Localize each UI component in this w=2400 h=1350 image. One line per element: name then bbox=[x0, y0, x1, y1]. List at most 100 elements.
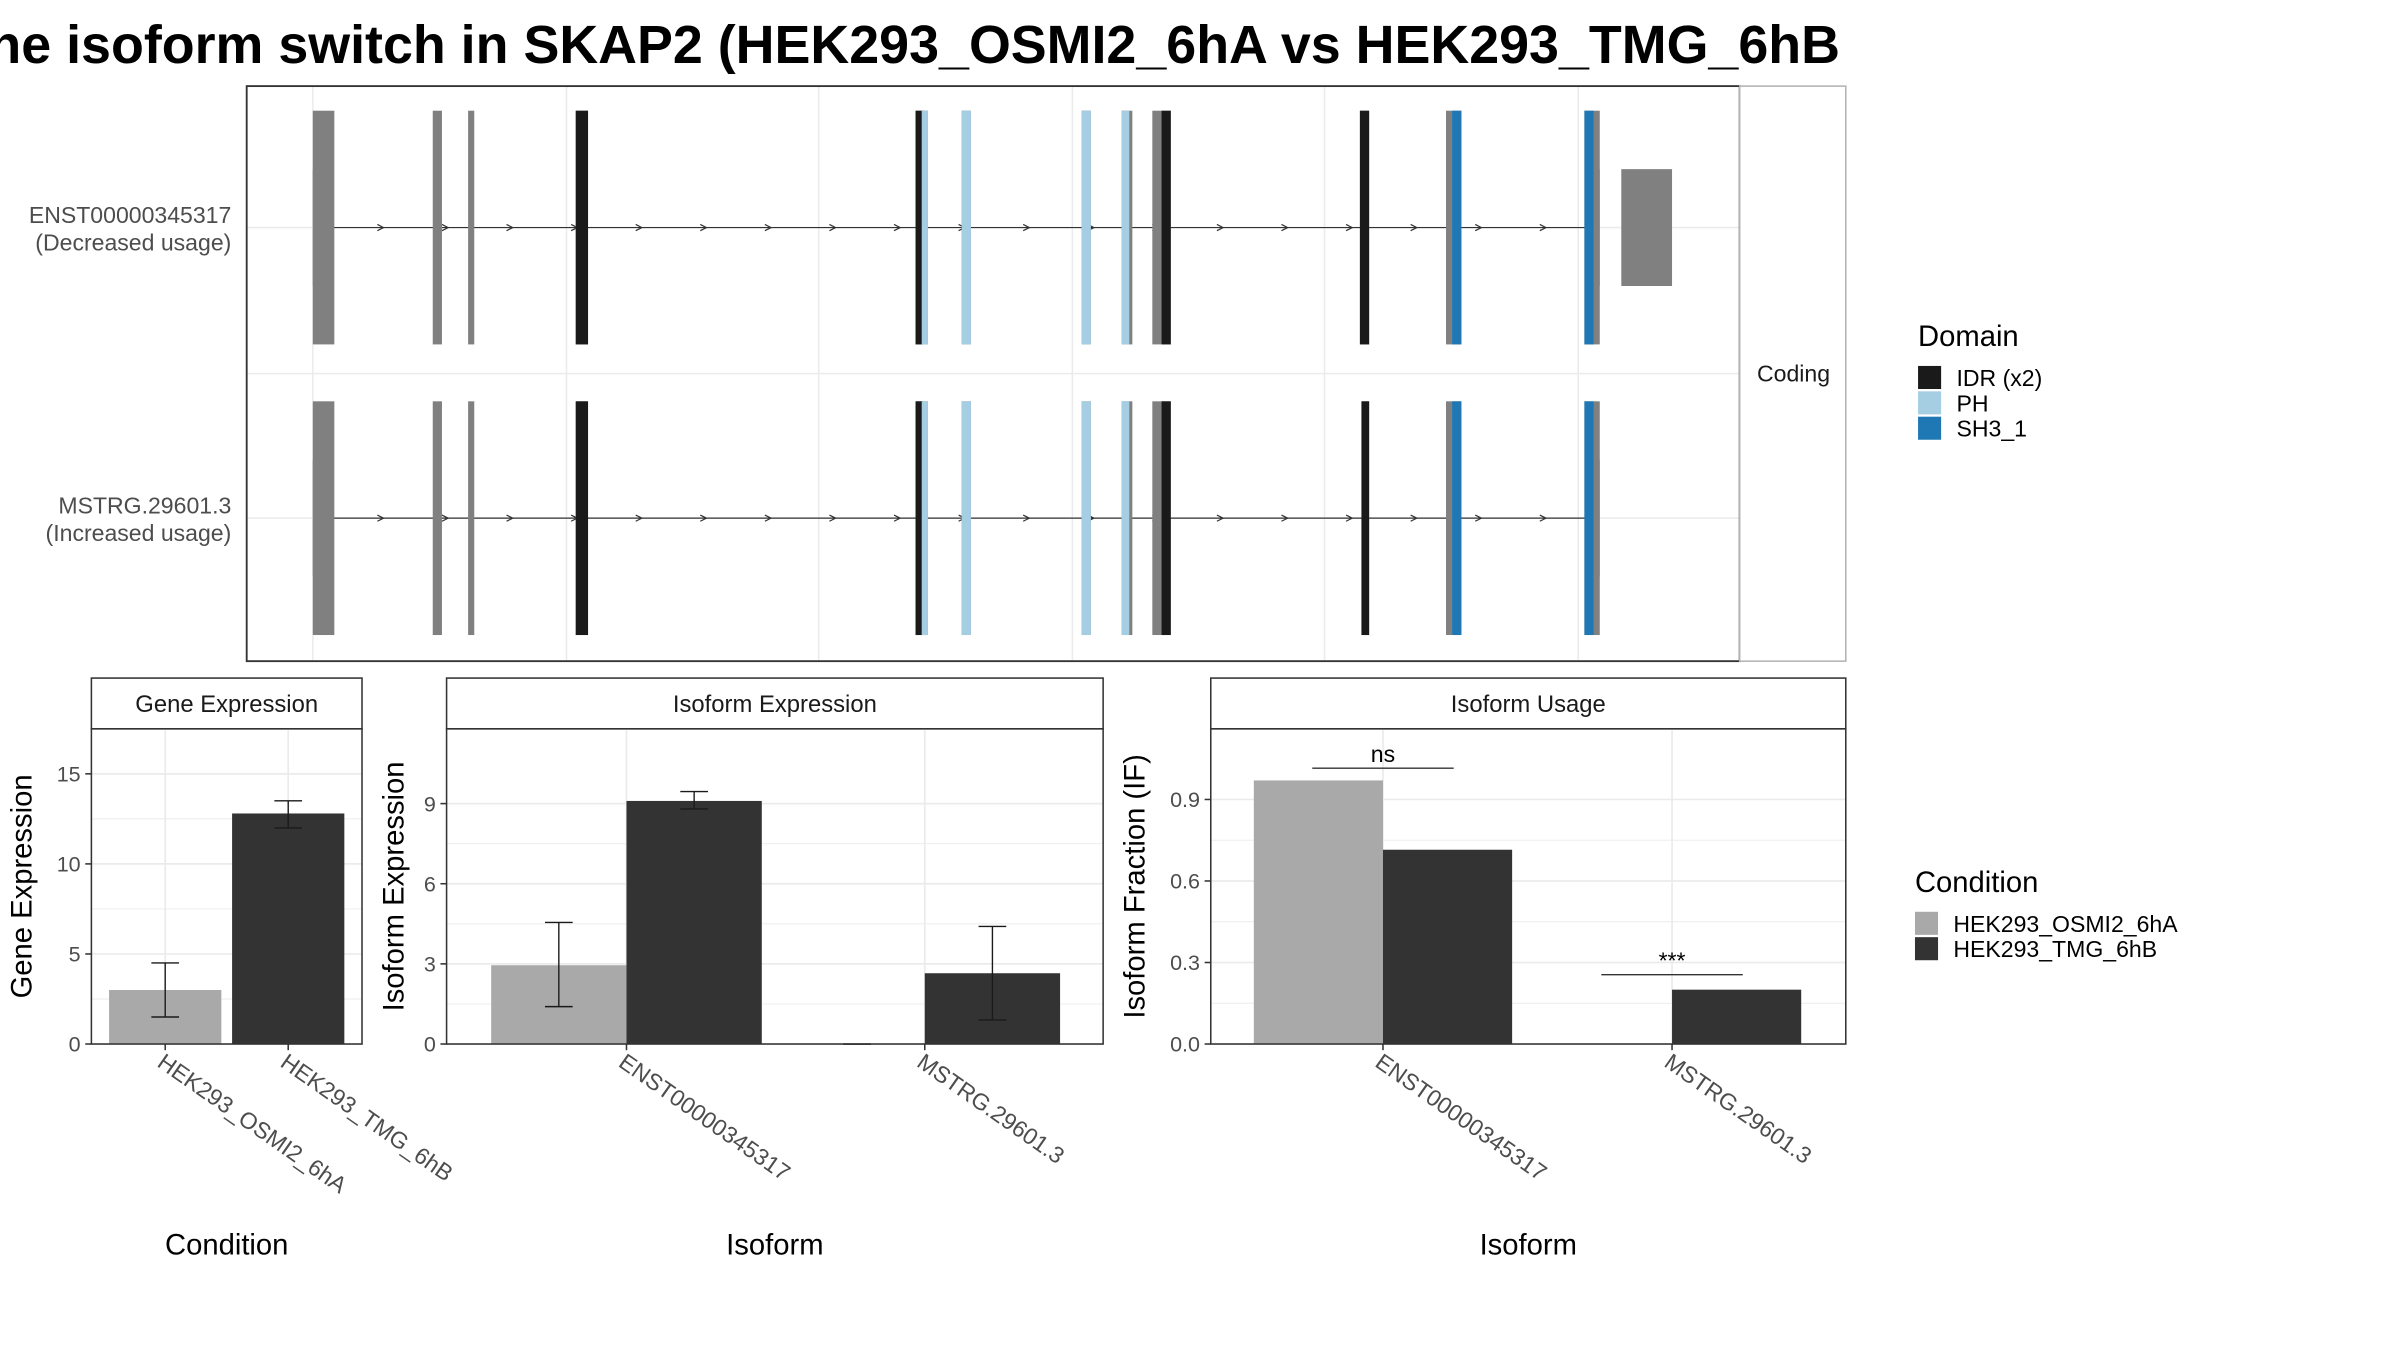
intron-arrow bbox=[764, 514, 773, 522]
domain-legend-swatch bbox=[1918, 365, 1942, 390]
intron-arrow bbox=[1281, 514, 1290, 522]
intron-arrow bbox=[764, 223, 773, 232]
intron-arrow bbox=[441, 514, 450, 522]
y-tick-label: 0 bbox=[424, 1033, 436, 1057]
panel-strip bbox=[1209, 677, 1847, 730]
domain-block-ph bbox=[1121, 110, 1130, 345]
utr-block bbox=[1621, 169, 1673, 286]
intron-arrow bbox=[1216, 514, 1225, 522]
x-axis-title: Condition bbox=[165, 1230, 288, 1262]
bar bbox=[1253, 780, 1383, 1045]
domain-block-idr bbox=[1161, 110, 1171, 345]
panel-strip bbox=[90, 677, 363, 730]
intron-arrow bbox=[377, 514, 385, 522]
condition-legend-title: Condition bbox=[1915, 867, 2038, 899]
isoform-expression-panel: Isoform Expression 0 3 6 9 ENST00000345317 MST… bbox=[379, 677, 1104, 1262]
y-tick-label: 0.9 bbox=[1170, 788, 1200, 812]
panel-strip bbox=[445, 677, 1104, 730]
intron-arrow bbox=[1022, 223, 1031, 232]
condition-legend-label: HEK293_TMG_6hB bbox=[1953, 936, 2157, 962]
condition-legend-label: HEK293_OSMI2_6hA bbox=[1953, 911, 2178, 937]
domain-block-sh3 bbox=[1452, 401, 1462, 636]
domain-block-idr bbox=[1361, 401, 1370, 636]
intron-arrow bbox=[635, 514, 644, 522]
y-tick-label: 5 bbox=[69, 943, 81, 967]
x-tick-label: MSTRG.29601.3 bbox=[913, 1048, 1070, 1168]
y-tick-label: 10 bbox=[57, 853, 81, 877]
exon-block bbox=[432, 110, 442, 345]
figure-title: he isoform switch in SKAP2 (HEK293_OSMI2… bbox=[0, 15, 1840, 75]
intron-arrow bbox=[1410, 514, 1419, 522]
domain-legend-title: Domain bbox=[1918, 321, 2019, 353]
intron-arrow bbox=[1539, 223, 1548, 232]
domain-block-idr bbox=[915, 110, 924, 345]
domain-block-idr bbox=[575, 110, 589, 345]
intron-arrow bbox=[1539, 514, 1548, 522]
domain-block-ph bbox=[961, 401, 971, 636]
domain-block-sh3 bbox=[1584, 401, 1594, 636]
exon-block bbox=[468, 110, 475, 345]
intron-arrow bbox=[506, 223, 515, 232]
bar bbox=[1382, 849, 1513, 1045]
transcript-id-label: MSTRG.29601.3 bbox=[58, 493, 231, 519]
condition-legend-swatch bbox=[1914, 911, 1939, 935]
isoform-usage-panel: Isoform Usage ns *** 0.0 0.3 0.6 0.9 ENST000003… bbox=[1120, 677, 1847, 1262]
y-tick-label: 0.3 bbox=[1170, 951, 1200, 975]
domain-block-sh3 bbox=[1452, 110, 1462, 345]
x-axis-title: Isoform bbox=[1480, 1230, 1577, 1262]
bar bbox=[232, 813, 345, 1045]
y-tick-label: 15 bbox=[57, 763, 81, 787]
y-axis-title: Gene Expression bbox=[6, 774, 38, 998]
panel-title: Gene Expression bbox=[135, 691, 318, 718]
panel-title: Isoform Expression bbox=[673, 691, 877, 718]
x-tick-label: ENST00000345317 bbox=[1371, 1048, 1552, 1185]
intron-arrow bbox=[1410, 223, 1419, 232]
significance-label: *** bbox=[1659, 948, 1686, 974]
panel-border bbox=[1209, 728, 1847, 1045]
intron-arrow bbox=[700, 514, 708, 522]
exon-block bbox=[432, 401, 442, 636]
y-tick-label: 0.6 bbox=[1170, 870, 1200, 894]
domain-block-ph bbox=[961, 110, 971, 345]
utr-block bbox=[1593, 169, 1600, 286]
domain-legend-label: PH bbox=[1956, 390, 1988, 416]
panel-border bbox=[445, 728, 1104, 1045]
transcript-id-label: ENST00000345317 bbox=[29, 202, 231, 228]
y-tick-label: 3 bbox=[424, 953, 436, 977]
bar bbox=[626, 800, 762, 1045]
intron-arrow bbox=[441, 223, 450, 232]
domain-block-idr bbox=[1161, 401, 1171, 636]
intron-arrow bbox=[377, 223, 385, 232]
intron-arrow bbox=[893, 223, 902, 232]
domain-block-ph bbox=[1081, 110, 1091, 345]
y-tick-label: 6 bbox=[424, 872, 436, 896]
domain-block-ph bbox=[1081, 401, 1091, 636]
intron-arrow bbox=[1474, 514, 1483, 522]
x-tick-label: ENST00000345317 bbox=[614, 1048, 795, 1185]
domain-legend-swatch bbox=[1918, 416, 1942, 440]
exon-block bbox=[468, 401, 475, 636]
domain-block-ph bbox=[921, 110, 928, 345]
intron-arrow bbox=[635, 223, 644, 232]
domain-legend-label: SH3_1 bbox=[1956, 416, 2026, 442]
panel-border bbox=[90, 728, 363, 1045]
y-tick-label: 9 bbox=[424, 792, 436, 816]
intron-arrow bbox=[506, 514, 515, 522]
significance-label: ns bbox=[1371, 741, 1395, 767]
intron-arrow bbox=[829, 514, 837, 522]
domain-block-ph bbox=[921, 401, 928, 636]
intron-arrow bbox=[893, 514, 902, 522]
facet-strip-label: Coding bbox=[1757, 360, 1830, 386]
transcript-usage-label: (Decreased usage) bbox=[35, 230, 231, 256]
x-tick-label: MSTRG.29601.3 bbox=[1660, 1048, 1817, 1168]
utr-block bbox=[1593, 459, 1600, 577]
bar bbox=[1672, 989, 1802, 1045]
domain-legend-label: IDR (x2) bbox=[1956, 365, 2042, 391]
domain-block-idr bbox=[575, 401, 589, 636]
domain-legend-swatch bbox=[1918, 391, 1942, 415]
intron-arrow bbox=[1216, 223, 1225, 232]
x-axis-title: Isoform bbox=[726, 1230, 823, 1262]
intron-arrow bbox=[1281, 223, 1290, 232]
